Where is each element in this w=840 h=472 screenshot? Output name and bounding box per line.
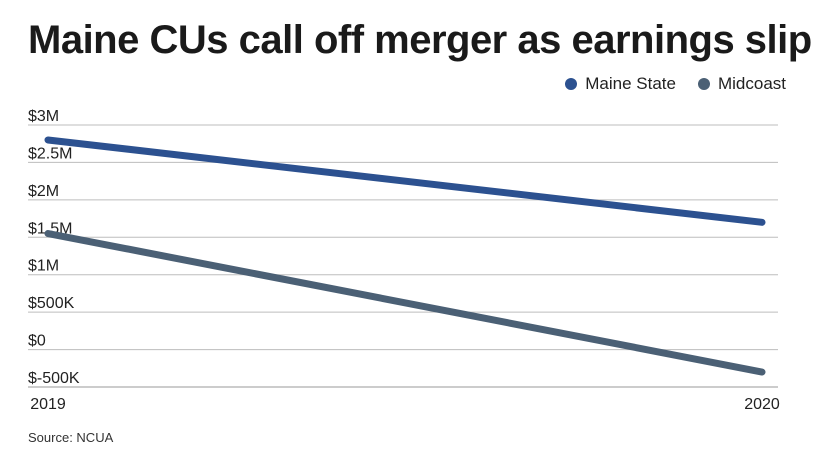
y-tick-label: $2.5M xyxy=(28,145,72,162)
legend-dot-maine-state xyxy=(565,78,578,90)
y-tick-label: $1M xyxy=(28,258,59,275)
x-axis-labels: 2019 2020 xyxy=(30,396,780,413)
series-line-midcoast xyxy=(44,230,766,376)
x-tick-label: 2020 xyxy=(744,396,780,413)
legend-label-maine-state: Maine State xyxy=(585,74,676,93)
legend-label-midcoast: Midcoast xyxy=(717,74,786,93)
x-tick-label: 2019 xyxy=(30,396,66,413)
legend: Maine State Midcoast xyxy=(565,74,786,94)
y-tick-label: $2M xyxy=(28,183,59,200)
y-tick-label: $-500K xyxy=(28,370,80,387)
source-note: Source: NCUA xyxy=(28,430,114,445)
legend-item-midcoast: Midcoast xyxy=(697,74,786,94)
series-lines xyxy=(44,136,766,376)
legend-item-maine-state: Maine State xyxy=(565,74,676,94)
y-tick-label: $0 xyxy=(28,333,46,350)
gridlines xyxy=(28,124,778,388)
y-axis-labels: $3M$2.5M$2M$1.5M$1M$500K$0$-500K xyxy=(28,108,80,387)
y-tick-label: $3M xyxy=(28,108,59,125)
legend-dot-midcoast xyxy=(697,78,710,90)
y-tick-label: $500K xyxy=(28,295,75,312)
series-line-maine-state xyxy=(44,136,766,226)
chart-title: Maine CUs call off merger as earnings sl… xyxy=(28,18,812,62)
